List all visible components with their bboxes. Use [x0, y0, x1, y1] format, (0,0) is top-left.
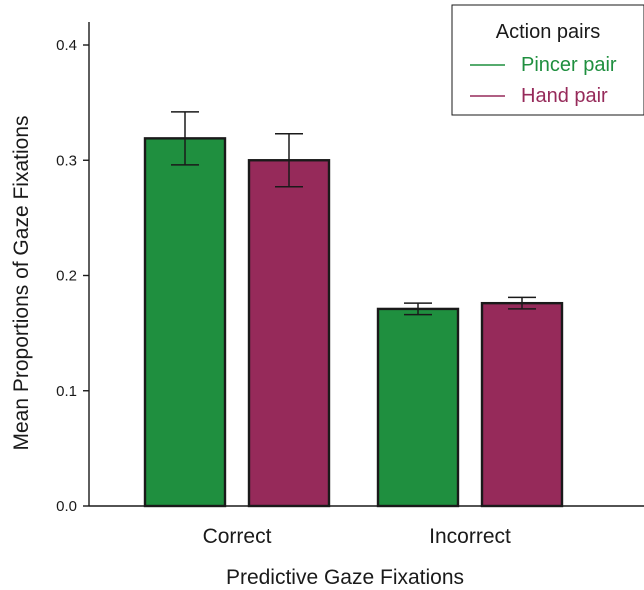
y-tick-label: 0.2	[56, 268, 77, 285]
y-tick-label: 0.1	[56, 383, 77, 400]
y-tick-label: 0.4	[56, 37, 77, 54]
y-tick-label: 0.0	[56, 498, 77, 515]
legend-label-hand: Hand pair	[521, 85, 608, 107]
category-label: Correct	[203, 525, 272, 548]
y-tick-label: 0.3	[56, 152, 77, 169]
bar-hand-pair-correct	[247, 159, 331, 508]
y-axis-title: Mean Proportions of Gaze Fixations	[10, 116, 33, 451]
legend-label-pincer: Pincer pair	[521, 54, 617, 76]
bar-pincer-pair-correct	[143, 137, 227, 508]
bars	[143, 111, 564, 508]
y-axis: 0.0 0.1 0.2 0.3 0.4	[56, 22, 90, 515]
legend-title: Action pairs	[496, 21, 601, 43]
category-label: Incorrect	[429, 525, 511, 548]
bar-hand-pair-incorrect	[480, 301, 564, 508]
x-axis-title: Predictive Gaze Fixations	[226, 566, 464, 589]
category-labels: Correct Incorrect	[203, 525, 511, 548]
bar-pincer-pair-incorrect	[376, 307, 460, 508]
legend: Action pairs Pincer pair Hand pair	[451, 4, 644, 116]
